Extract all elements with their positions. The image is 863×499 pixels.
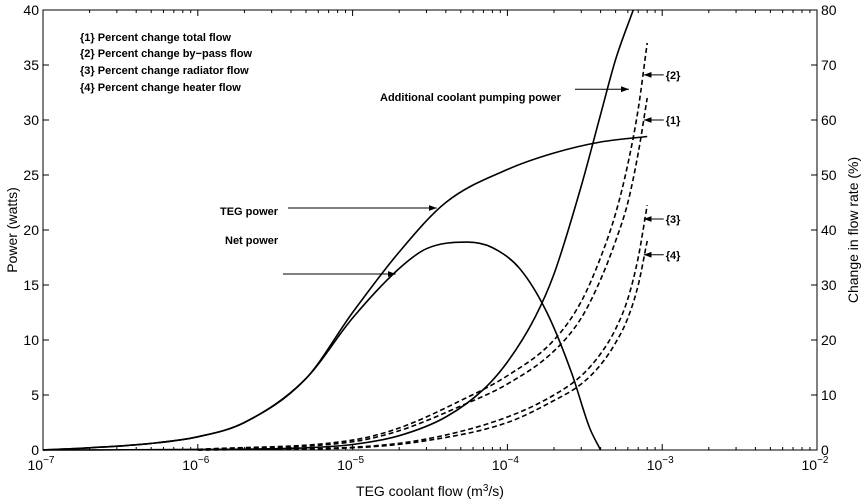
y-left-tick-label: 15: [23, 277, 39, 293]
y-left-tick-label: 30: [23, 112, 39, 128]
annotation-label: {4}: [666, 250, 681, 262]
y-right-tick-label: 30: [821, 277, 837, 293]
legend: {1} Percent change total flow {2} Percen…: [80, 32, 253, 94]
y-right-tick-label: 80: [821, 2, 837, 18]
y-left-tick-label: 5: [31, 387, 39, 403]
y-right-tick-label: 20: [821, 332, 837, 348]
x-tick-label: 10−7: [28, 455, 55, 473]
x-axis-ticks: 10−7 10−6 10−5 10−4 10−3 10−2: [28, 10, 829, 473]
y-axis-right-ticks: 0 10 20 30 40 50 60 70 80: [811, 2, 837, 458]
legend-entry-4: {4} Percent change heater flow: [80, 82, 241, 94]
y-right-tick-label: 10: [821, 387, 837, 403]
series-line-net-power: [42, 241, 602, 451]
annotation-label: {1}: [666, 115, 681, 127]
annotation-label: Net power: [225, 235, 279, 247]
x-tick-label: 10−6: [182, 455, 209, 473]
series-layer: [42, 9, 648, 451]
x-tick-label: 10−5: [337, 455, 364, 473]
y-axis-left-ticks: 0 5 10 15 20 25 30 35 40: [23, 2, 49, 458]
legend-entry-2: {2} Percent change by−pass flow: [80, 48, 253, 60]
series-line-teg-power: [42, 135, 648, 451]
y-right-tick-label: 50: [821, 167, 837, 183]
y-axis-title-left: Power (watts): [4, 187, 20, 273]
y-left-tick-label: 40: [23, 2, 39, 18]
annotation-label: Additional coolant pumping power: [380, 92, 562, 104]
legend-entry-1: {1} Percent change total flow: [80, 32, 231, 44]
y-left-tick-label: 20: [23, 222, 39, 238]
y-right-tick-label: 60: [821, 112, 837, 128]
y-left-tick-label: 0: [31, 442, 39, 458]
y-right-tick-label: 70: [821, 57, 837, 73]
annotation-label: {3}: [666, 214, 681, 226]
y-left-tick-label: 35: [23, 57, 39, 73]
y-right-tick-label: 40: [821, 222, 837, 238]
y-left-tick-label: 10: [23, 332, 39, 348]
y-left-tick-label: 25: [23, 167, 39, 183]
x-tick-label: 10−4: [492, 455, 519, 473]
annotation-layer: Additional coolant pumping power TEG powe…: [220, 70, 681, 277]
x-tick-label: 10−2: [802, 455, 829, 473]
legend-entry-3: {3} Percent change radiator flow: [80, 65, 249, 77]
annotation-label: TEG power: [220, 206, 279, 218]
series-line-4: [197, 240, 648, 451]
series-line-2: [197, 42, 648, 451]
y-axis-title-right: Change in flow rate (%): [845, 157, 861, 303]
x-axis-title: TEG coolant flow (m3/s): [356, 483, 504, 499]
y-right-tick-label: 0: [821, 442, 829, 458]
x-tick-label: 10−3: [647, 455, 674, 473]
annotation-label: {2}: [666, 70, 681, 82]
series-line-1: [197, 97, 648, 451]
